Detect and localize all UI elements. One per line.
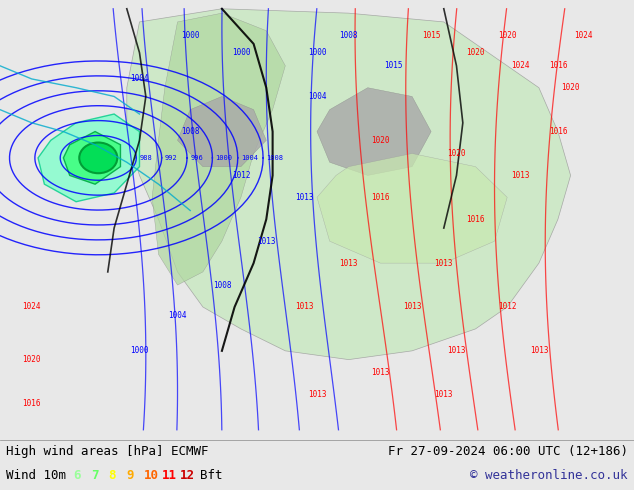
Ellipse shape <box>79 143 117 173</box>
Text: 1000: 1000 <box>181 30 200 40</box>
Text: 1000: 1000 <box>307 48 327 57</box>
Text: 1020: 1020 <box>466 48 485 57</box>
Polygon shape <box>127 9 571 360</box>
Text: 12: 12 <box>179 469 195 482</box>
Text: 1008: 1008 <box>212 281 231 290</box>
Text: 11: 11 <box>162 469 177 482</box>
Text: 1020: 1020 <box>561 83 580 92</box>
Text: 9: 9 <box>126 469 134 482</box>
Text: Wind 10m: Wind 10m <box>6 469 67 482</box>
Text: 1024: 1024 <box>510 61 529 70</box>
Polygon shape <box>152 13 285 285</box>
Text: 1016: 1016 <box>548 61 567 70</box>
Text: Fr 27-09-2024 06:00 UTC (12+186): Fr 27-09-2024 06:00 UTC (12+186) <box>387 445 628 458</box>
Text: 1024: 1024 <box>22 302 41 312</box>
Text: 1004: 1004 <box>241 155 258 161</box>
Text: 1013: 1013 <box>295 193 314 202</box>
Text: 1000: 1000 <box>231 48 250 57</box>
Text: 1012: 1012 <box>231 171 250 180</box>
Text: 988: 988 <box>139 155 152 161</box>
Text: 1013: 1013 <box>510 171 529 180</box>
Text: 1000: 1000 <box>130 346 149 355</box>
Text: 1020: 1020 <box>498 30 517 40</box>
Text: 8: 8 <box>108 469 116 482</box>
Text: 1008: 1008 <box>181 127 200 136</box>
Text: 1016: 1016 <box>466 215 485 224</box>
Text: 1013: 1013 <box>257 237 276 245</box>
Text: 1013: 1013 <box>529 346 548 355</box>
Text: 1016: 1016 <box>371 193 390 202</box>
Polygon shape <box>317 153 507 263</box>
Text: 1013: 1013 <box>307 390 327 399</box>
Text: 1013: 1013 <box>339 259 358 268</box>
Text: 1004: 1004 <box>307 92 327 101</box>
Text: 1000: 1000 <box>216 155 233 161</box>
Text: 1013: 1013 <box>434 259 453 268</box>
Text: 1015: 1015 <box>422 30 441 40</box>
Text: 1004: 1004 <box>130 74 149 83</box>
Text: 1013: 1013 <box>434 390 453 399</box>
Text: 1013: 1013 <box>403 302 422 312</box>
Text: 10: 10 <box>144 469 159 482</box>
Text: 7: 7 <box>91 469 98 482</box>
Text: 1015: 1015 <box>384 61 403 70</box>
Text: Bft: Bft <box>200 469 223 482</box>
Text: 1020: 1020 <box>447 149 466 158</box>
Text: 1016: 1016 <box>22 399 41 408</box>
Text: 1008: 1008 <box>266 155 283 161</box>
Text: 1020: 1020 <box>22 355 41 364</box>
Text: 996: 996 <box>190 155 203 161</box>
Text: High wind areas [hPa] ECMWF: High wind areas [hPa] ECMWF <box>6 445 209 458</box>
Text: 1013: 1013 <box>371 368 390 377</box>
Text: 1013: 1013 <box>295 302 314 312</box>
Polygon shape <box>63 132 120 184</box>
Text: 1004: 1004 <box>168 311 187 320</box>
Text: 1020: 1020 <box>371 136 390 145</box>
Polygon shape <box>178 97 266 167</box>
Text: 992: 992 <box>165 155 178 161</box>
Polygon shape <box>38 114 139 202</box>
Text: © weatheronline.co.uk: © weatheronline.co.uk <box>470 469 628 482</box>
Text: 1016: 1016 <box>548 127 567 136</box>
Text: 1012: 1012 <box>498 302 517 312</box>
Text: 1008: 1008 <box>339 30 358 40</box>
Polygon shape <box>317 88 431 175</box>
Text: 1013: 1013 <box>447 346 466 355</box>
Text: 6: 6 <box>73 469 81 482</box>
Text: 1024: 1024 <box>574 30 593 40</box>
